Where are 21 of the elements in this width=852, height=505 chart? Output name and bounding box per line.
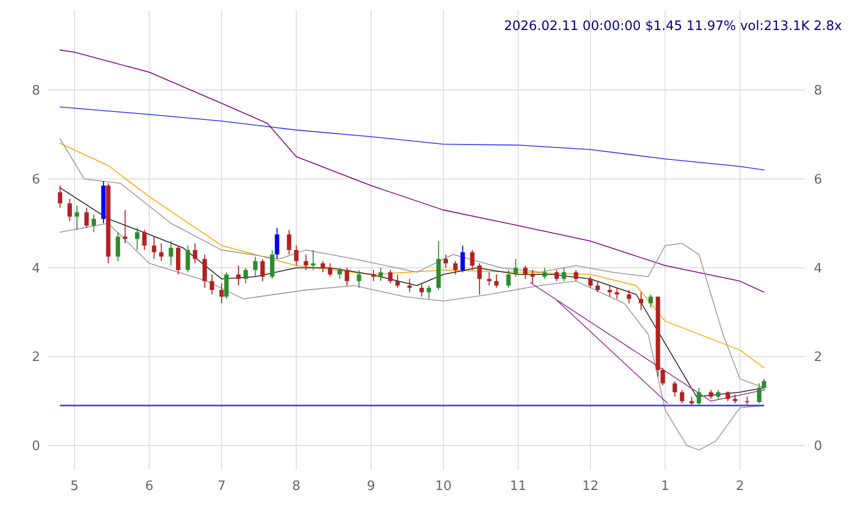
x-tick-label: 2: [736, 479, 744, 494]
text: 2026.02.11 00:00:00 $1.45 11.97% vol:213.1K 2.8x: [504, 19, 842, 34]
y2-tick-label: 6: [814, 172, 822, 188]
x-tick-label: 1: [661, 479, 670, 494]
y2-tick-label: 0: [814, 439, 822, 454]
x-tick-label: 9: [366, 479, 376, 494]
y2-tick-label: 4: [814, 261, 822, 276]
y2-tick-label: 2: [814, 350, 822, 366]
y-tick-label: 2: [32, 350, 40, 366]
y-tick-label: 4: [32, 261, 40, 276]
x-tick-label: 12: [582, 479, 599, 494]
y-tick-label: 0: [32, 439, 40, 454]
y-tick-label: 8: [32, 84, 40, 99]
y2-tick-label: 8: [814, 84, 822, 99]
x-tick-label: 11: [510, 479, 526, 494]
x-tick-label: 10: [435, 479, 452, 494]
x-tick-label: 6: [145, 479, 154, 494]
x-tick-label: 7: [217, 479, 226, 494]
x-tick-label: 5: [70, 479, 79, 494]
y-tick-label: 6: [32, 172, 40, 188]
x-tick-label: 8: [292, 479, 300, 494]
